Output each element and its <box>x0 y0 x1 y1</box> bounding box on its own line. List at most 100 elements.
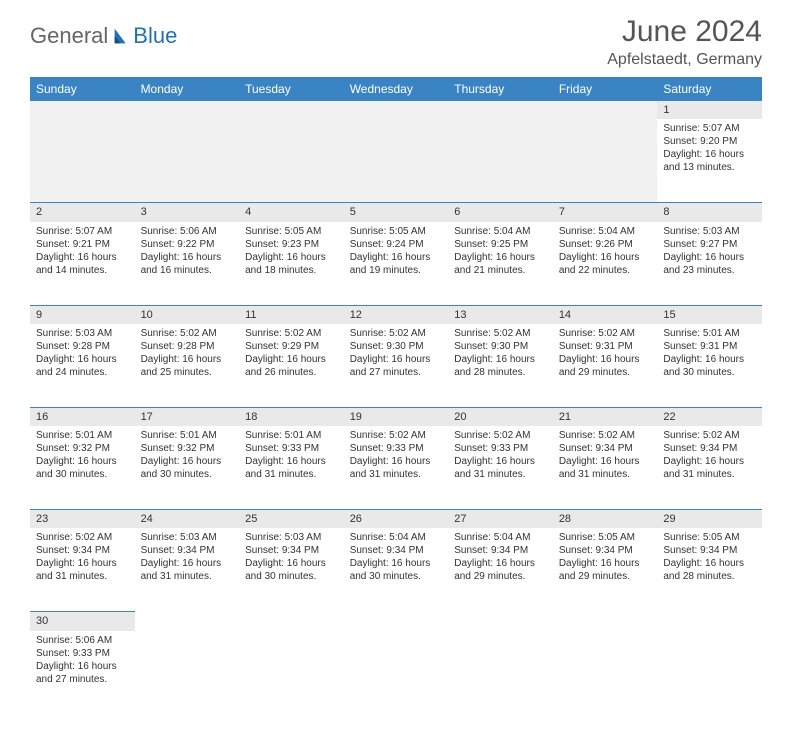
day-number: 26 <box>344 510 449 529</box>
after-end-cell <box>657 631 762 714</box>
sunset-line: Sunset: 9:34 PM <box>454 544 547 557</box>
day-number: 25 <box>239 510 344 529</box>
after-end-cell <box>448 631 553 714</box>
day-number: 21 <box>553 407 658 426</box>
daylight-line: Daylight: 16 hours and 18 minutes. <box>245 251 338 277</box>
sunset-line: Sunset: 9:34 PM <box>663 442 756 455</box>
day-cell: Sunrise: 5:03 AMSunset: 9:34 PMDaylight:… <box>135 528 240 612</box>
logo-text-gray: General <box>30 23 108 49</box>
day-cell: Sunrise: 5:02 AMSunset: 9:30 PMDaylight:… <box>448 324 553 408</box>
sunset-line: Sunset: 9:32 PM <box>141 442 234 455</box>
day-cell: Sunrise: 5:02 AMSunset: 9:28 PMDaylight:… <box>135 324 240 408</box>
day-number: 17 <box>135 407 240 426</box>
sunset-line: Sunset: 9:34 PM <box>36 544 129 557</box>
daylight-line: Daylight: 16 hours and 30 minutes. <box>663 353 756 379</box>
sunset-line: Sunset: 9:34 PM <box>559 544 652 557</box>
empty-daynum <box>448 101 553 119</box>
day-cell: Sunrise: 5:05 AMSunset: 9:34 PMDaylight:… <box>553 528 658 612</box>
sunrise-line: Sunrise: 5:04 AM <box>350 531 443 544</box>
daylight-line: Daylight: 16 hours and 29 minutes. <box>559 353 652 379</box>
day-number: 11 <box>239 305 344 324</box>
daylight-line: Daylight: 16 hours and 31 minutes. <box>141 557 234 583</box>
day-cell: Sunrise: 5:01 AMSunset: 9:33 PMDaylight:… <box>239 426 344 510</box>
sunrise-line: Sunrise: 5:02 AM <box>350 327 443 340</box>
day-cell: Sunrise: 5:04 AMSunset: 9:34 PMDaylight:… <box>344 528 449 612</box>
day-cell: Sunrise: 5:02 AMSunset: 9:34 PMDaylight:… <box>30 528 135 612</box>
daylight-line: Daylight: 16 hours and 24 minutes. <box>36 353 129 379</box>
day-data-row: Sunrise: 5:03 AMSunset: 9:28 PMDaylight:… <box>30 324 762 408</box>
day-number: 3 <box>135 203 240 222</box>
sunrise-line: Sunrise: 5:02 AM <box>559 327 652 340</box>
daylight-line: Daylight: 16 hours and 31 minutes. <box>36 557 129 583</box>
daylight-line: Daylight: 16 hours and 26 minutes. <box>245 353 338 379</box>
sunset-line: Sunset: 9:31 PM <box>559 340 652 353</box>
after-end-cell <box>553 631 658 714</box>
day-cell: Sunrise: 5:07 AMSunset: 9:21 PMDaylight:… <box>30 222 135 306</box>
sunrise-line: Sunrise: 5:01 AM <box>141 429 234 442</box>
sunrise-line: Sunrise: 5:03 AM <box>36 327 129 340</box>
sunrise-line: Sunrise: 5:02 AM <box>141 327 234 340</box>
sunrise-line: Sunrise: 5:04 AM <box>454 531 547 544</box>
day-number: 5 <box>344 203 449 222</box>
empty-cell <box>239 119 344 203</box>
day-data-row: Sunrise: 5:06 AMSunset: 9:33 PMDaylight:… <box>30 631 762 714</box>
daylight-line: Daylight: 16 hours and 27 minutes. <box>350 353 443 379</box>
day-number-row: 9101112131415 <box>30 305 762 324</box>
day-cell: Sunrise: 5:02 AMSunset: 9:34 PMDaylight:… <box>553 426 658 510</box>
daylight-line: Daylight: 16 hours and 22 minutes. <box>559 251 652 277</box>
sunset-line: Sunset: 9:33 PM <box>454 442 547 455</box>
after-end-cell <box>657 612 762 631</box>
day-cell: Sunrise: 5:07 AMSunset: 9:20 PMDaylight:… <box>657 119 762 203</box>
day-data-row: Sunrise: 5:07 AMSunset: 9:20 PMDaylight:… <box>30 119 762 203</box>
day-cell: Sunrise: 5:02 AMSunset: 9:34 PMDaylight:… <box>657 426 762 510</box>
weekday-header: Monday <box>135 77 240 101</box>
day-number: 18 <box>239 407 344 426</box>
sunrise-line: Sunrise: 5:01 AM <box>245 429 338 442</box>
daylight-line: Daylight: 16 hours and 30 minutes. <box>245 557 338 583</box>
day-cell: Sunrise: 5:02 AMSunset: 9:33 PMDaylight:… <box>448 426 553 510</box>
sunset-line: Sunset: 9:34 PM <box>141 544 234 557</box>
day-cell: Sunrise: 5:01 AMSunset: 9:32 PMDaylight:… <box>30 426 135 510</box>
weekday-header: Saturday <box>657 77 762 101</box>
sunrise-line: Sunrise: 5:02 AM <box>454 429 547 442</box>
day-number: 24 <box>135 510 240 529</box>
daylight-line: Daylight: 16 hours and 30 minutes. <box>36 455 129 481</box>
sunset-line: Sunset: 9:22 PM <box>141 238 234 251</box>
sunrise-line: Sunrise: 5:01 AM <box>36 429 129 442</box>
day-number: 29 <box>657 510 762 529</box>
day-number: 2 <box>30 203 135 222</box>
after-end-cell <box>344 612 449 631</box>
sunrise-line: Sunrise: 5:07 AM <box>36 225 129 238</box>
sunset-line: Sunset: 9:33 PM <box>245 442 338 455</box>
empty-cell <box>30 119 135 203</box>
day-number-row: 2345678 <box>30 203 762 222</box>
daylight-line: Daylight: 16 hours and 28 minutes. <box>454 353 547 379</box>
sunrise-line: Sunrise: 5:05 AM <box>245 225 338 238</box>
after-end-cell <box>553 612 658 631</box>
day-number: 6 <box>448 203 553 222</box>
logo: General Blue <box>30 23 177 49</box>
sunrise-line: Sunrise: 5:03 AM <box>141 531 234 544</box>
sunrise-line: Sunrise: 5:02 AM <box>454 327 547 340</box>
sunset-line: Sunset: 9:23 PM <box>245 238 338 251</box>
after-end-cell <box>135 631 240 714</box>
sunset-line: Sunset: 9:31 PM <box>663 340 756 353</box>
sunrise-line: Sunrise: 5:07 AM <box>663 122 756 135</box>
sunset-line: Sunset: 9:25 PM <box>454 238 547 251</box>
day-cell: Sunrise: 5:03 AMSunset: 9:27 PMDaylight:… <box>657 222 762 306</box>
daylight-line: Daylight: 16 hours and 31 minutes. <box>245 455 338 481</box>
weekday-header: Wednesday <box>344 77 449 101</box>
daylight-line: Daylight: 16 hours and 28 minutes. <box>663 557 756 583</box>
day-cell: Sunrise: 5:02 AMSunset: 9:30 PMDaylight:… <box>344 324 449 408</box>
sunset-line: Sunset: 9:28 PM <box>36 340 129 353</box>
weekday-header-row: SundayMondayTuesdayWednesdayThursdayFrid… <box>30 77 762 101</box>
day-number: 12 <box>344 305 449 324</box>
daylight-line: Daylight: 16 hours and 31 minutes. <box>454 455 547 481</box>
sunset-line: Sunset: 9:26 PM <box>559 238 652 251</box>
empty-daynum <box>135 101 240 119</box>
daylight-line: Daylight: 16 hours and 31 minutes. <box>559 455 652 481</box>
sunset-line: Sunset: 9:24 PM <box>350 238 443 251</box>
sunset-line: Sunset: 9:33 PM <box>350 442 443 455</box>
day-cell: Sunrise: 5:06 AMSunset: 9:33 PMDaylight:… <box>30 631 135 714</box>
day-data-row: Sunrise: 5:02 AMSunset: 9:34 PMDaylight:… <box>30 528 762 612</box>
